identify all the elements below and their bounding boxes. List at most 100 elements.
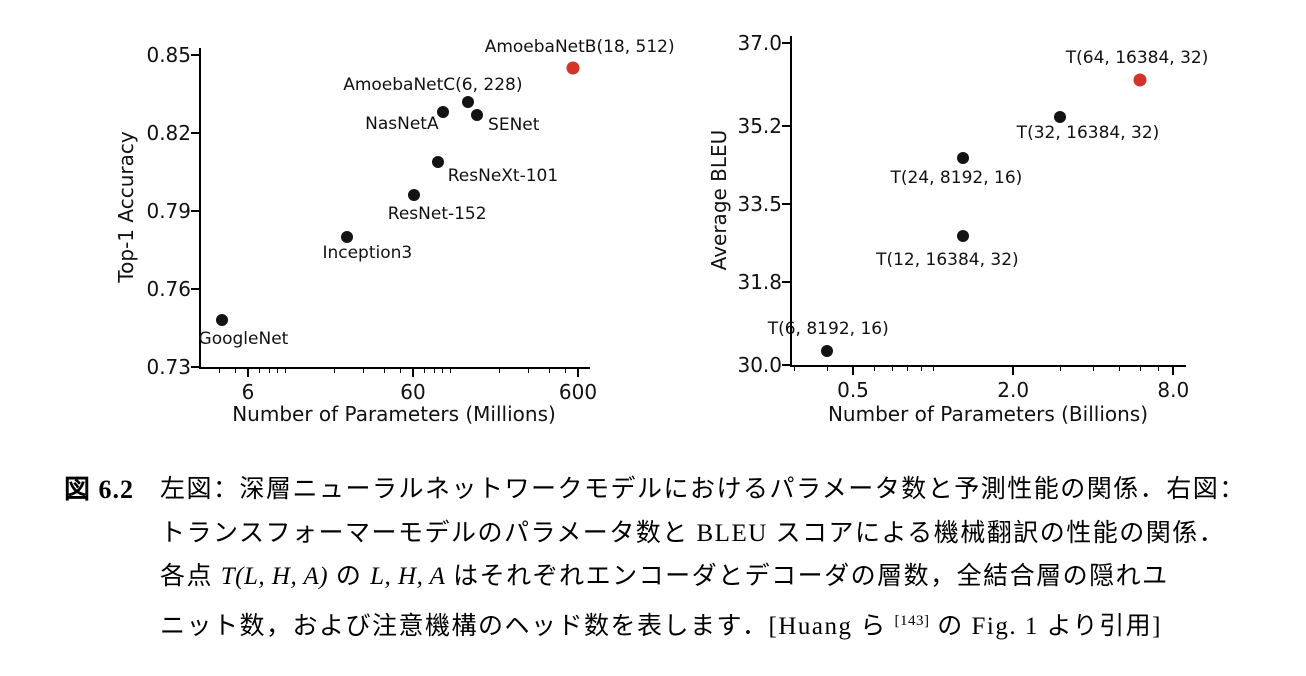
caption-math-segment: T(L, H, A) [220,563,329,590]
x-minor-tick [449,369,451,373]
y-major-tick [191,132,199,134]
x-major-tick [412,369,414,377]
caption-text-segment: トランスフォーマーモデルのパラメータ数と BLEU スコアによる機械翻訳の性能の… [160,520,1226,547]
data-point [461,95,474,108]
point-label: T(6, 8192, 16) [767,319,889,340]
x-minor-tick [259,369,261,373]
x-minor-tick [442,369,444,373]
x-minor-tick [383,369,385,373]
point-label: T(12, 16384, 32) [876,250,1019,271]
x-major-tick [852,367,854,375]
y-major-tick [191,288,199,290]
data-point [1133,73,1147,87]
caption-line: 左図：深層ニューラルネットワークモデルにおけるパラメータ数と予測性能の関係．右図… [160,474,1246,506]
x-tick-label: 2.0 [997,378,1030,402]
x-minor-tick [268,369,270,373]
x-minor-tick [920,367,922,371]
y-major-tick [782,281,790,284]
x-minor-tick [399,369,401,373]
caption-text-segment: はそれぞれエンコーダとデコーダの層数，全結合層の隠れユ [445,563,1169,590]
x-minor-tick [548,369,550,373]
y-tick-label: 0.82 [146,121,191,145]
y-major-tick [191,210,199,212]
x-minor-tick [284,369,286,373]
data-point [957,152,970,164]
data-point [821,345,834,358]
caption-reference-superscript: [143] [894,613,930,629]
caption-text-segment: の Fig. 1 より引用] [929,613,1162,640]
y-major-tick [191,54,199,56]
data-point [1053,110,1066,123]
data-point [957,230,970,243]
data-point [470,108,483,121]
x-axis-line [790,365,1186,367]
y-axis-title: Average BLEU [707,129,731,271]
point-label: GoogleNet [198,329,289,350]
point-label: T(32, 16384, 32) [1016,122,1160,143]
x-major-tick [577,369,579,377]
point-label: ResNeXt-101 [447,165,559,186]
y-tick-label: 31.8 [737,270,782,295]
caption-line: ニット数，および注意機構のヘッド数を表します．[Huang ら [143] の … [160,605,1162,643]
y-axis-line [199,48,201,369]
x-minor-tick [933,367,935,371]
x-minor-tick [424,369,426,373]
caption-math-segment: L, H, A [370,563,446,590]
caption-text-segment: ニット数，および注意機構のヘッド数を表します．[Huang ら [160,613,895,640]
x-minor-tick [1157,367,1159,371]
x-minor-tick [277,369,279,373]
point-label: NasNetA [365,114,439,135]
data-point [216,314,229,327]
x-minor-tick [528,369,530,373]
y-tick-label: 33.5 [737,192,782,216]
caption-line: トランスフォーマーモデルのパラメータ数と BLEU スコアによる機械翻訳の性能の… [160,518,1225,550]
x-minor-tick [874,367,876,371]
x-axis-title: Number of Parameters (Millions) [232,402,556,426]
x-minor-tick [827,367,829,371]
data-point [431,155,444,168]
caption-text-segment: 各点 [160,563,221,590]
x-major-tick [1172,367,1175,375]
x-minor-tick [234,369,236,373]
y-axis-line [790,36,792,367]
y-tick-label: 0.85 [146,43,191,67]
x-minor-tick [907,367,909,371]
x-minor-tick [334,369,336,373]
point-label: SENet [488,114,540,135]
x-tick-label: 8.0 [1157,378,1190,402]
x-minor-tick [218,369,220,373]
x-tick-label: 60 [400,380,426,404]
x-tick-label: 0.5 [837,378,869,402]
data-point [436,106,449,119]
x-minor-tick [1119,367,1120,371]
x-minor-tick [793,367,795,371]
y-axis-title: Top-1 Accuracy [114,131,138,283]
figure-number: 図 6.2 [64,475,135,504]
y-tick-label: 0.73 [146,355,191,379]
y-tick-label: 35.2 [737,113,782,138]
y-major-tick [782,124,790,127]
x-minor-tick [1093,367,1095,371]
point-label: Inception3 [322,243,413,263]
point-label: ResNet-152 [387,204,487,225]
point-label: T(64, 16384, 32) [1065,47,1209,68]
caption-text-segment: 左図：深層ニューラルネットワークモデルにおけるパラメータ数と予測性能の関係．右図… [160,476,1246,503]
point-label: AmoebaNetC(6, 228) [343,74,523,95]
y-major-tick [191,366,199,368]
data-point [341,231,354,243]
caption-text-segment: の [328,563,371,590]
y-major-tick [782,203,790,205]
x-minor-tick [1140,367,1142,371]
data-point [408,189,421,202]
x-tick-label: 6 [241,380,255,404]
x-axis-line [199,367,590,369]
x-major-tick [1012,367,1015,375]
y-major-tick [782,42,790,44]
x-minor-tick [499,369,501,373]
y-tick-label: 37.0 [737,31,782,55]
x-minor-tick [1059,367,1061,371]
x-minor-tick [564,369,566,373]
caption-line: 各点 T(L, H, A) の L, H, A はそれぞれエンコーダとデコーダの… [160,561,1169,593]
point-label: AmoebaNetB(18, 512) [484,37,675,57]
